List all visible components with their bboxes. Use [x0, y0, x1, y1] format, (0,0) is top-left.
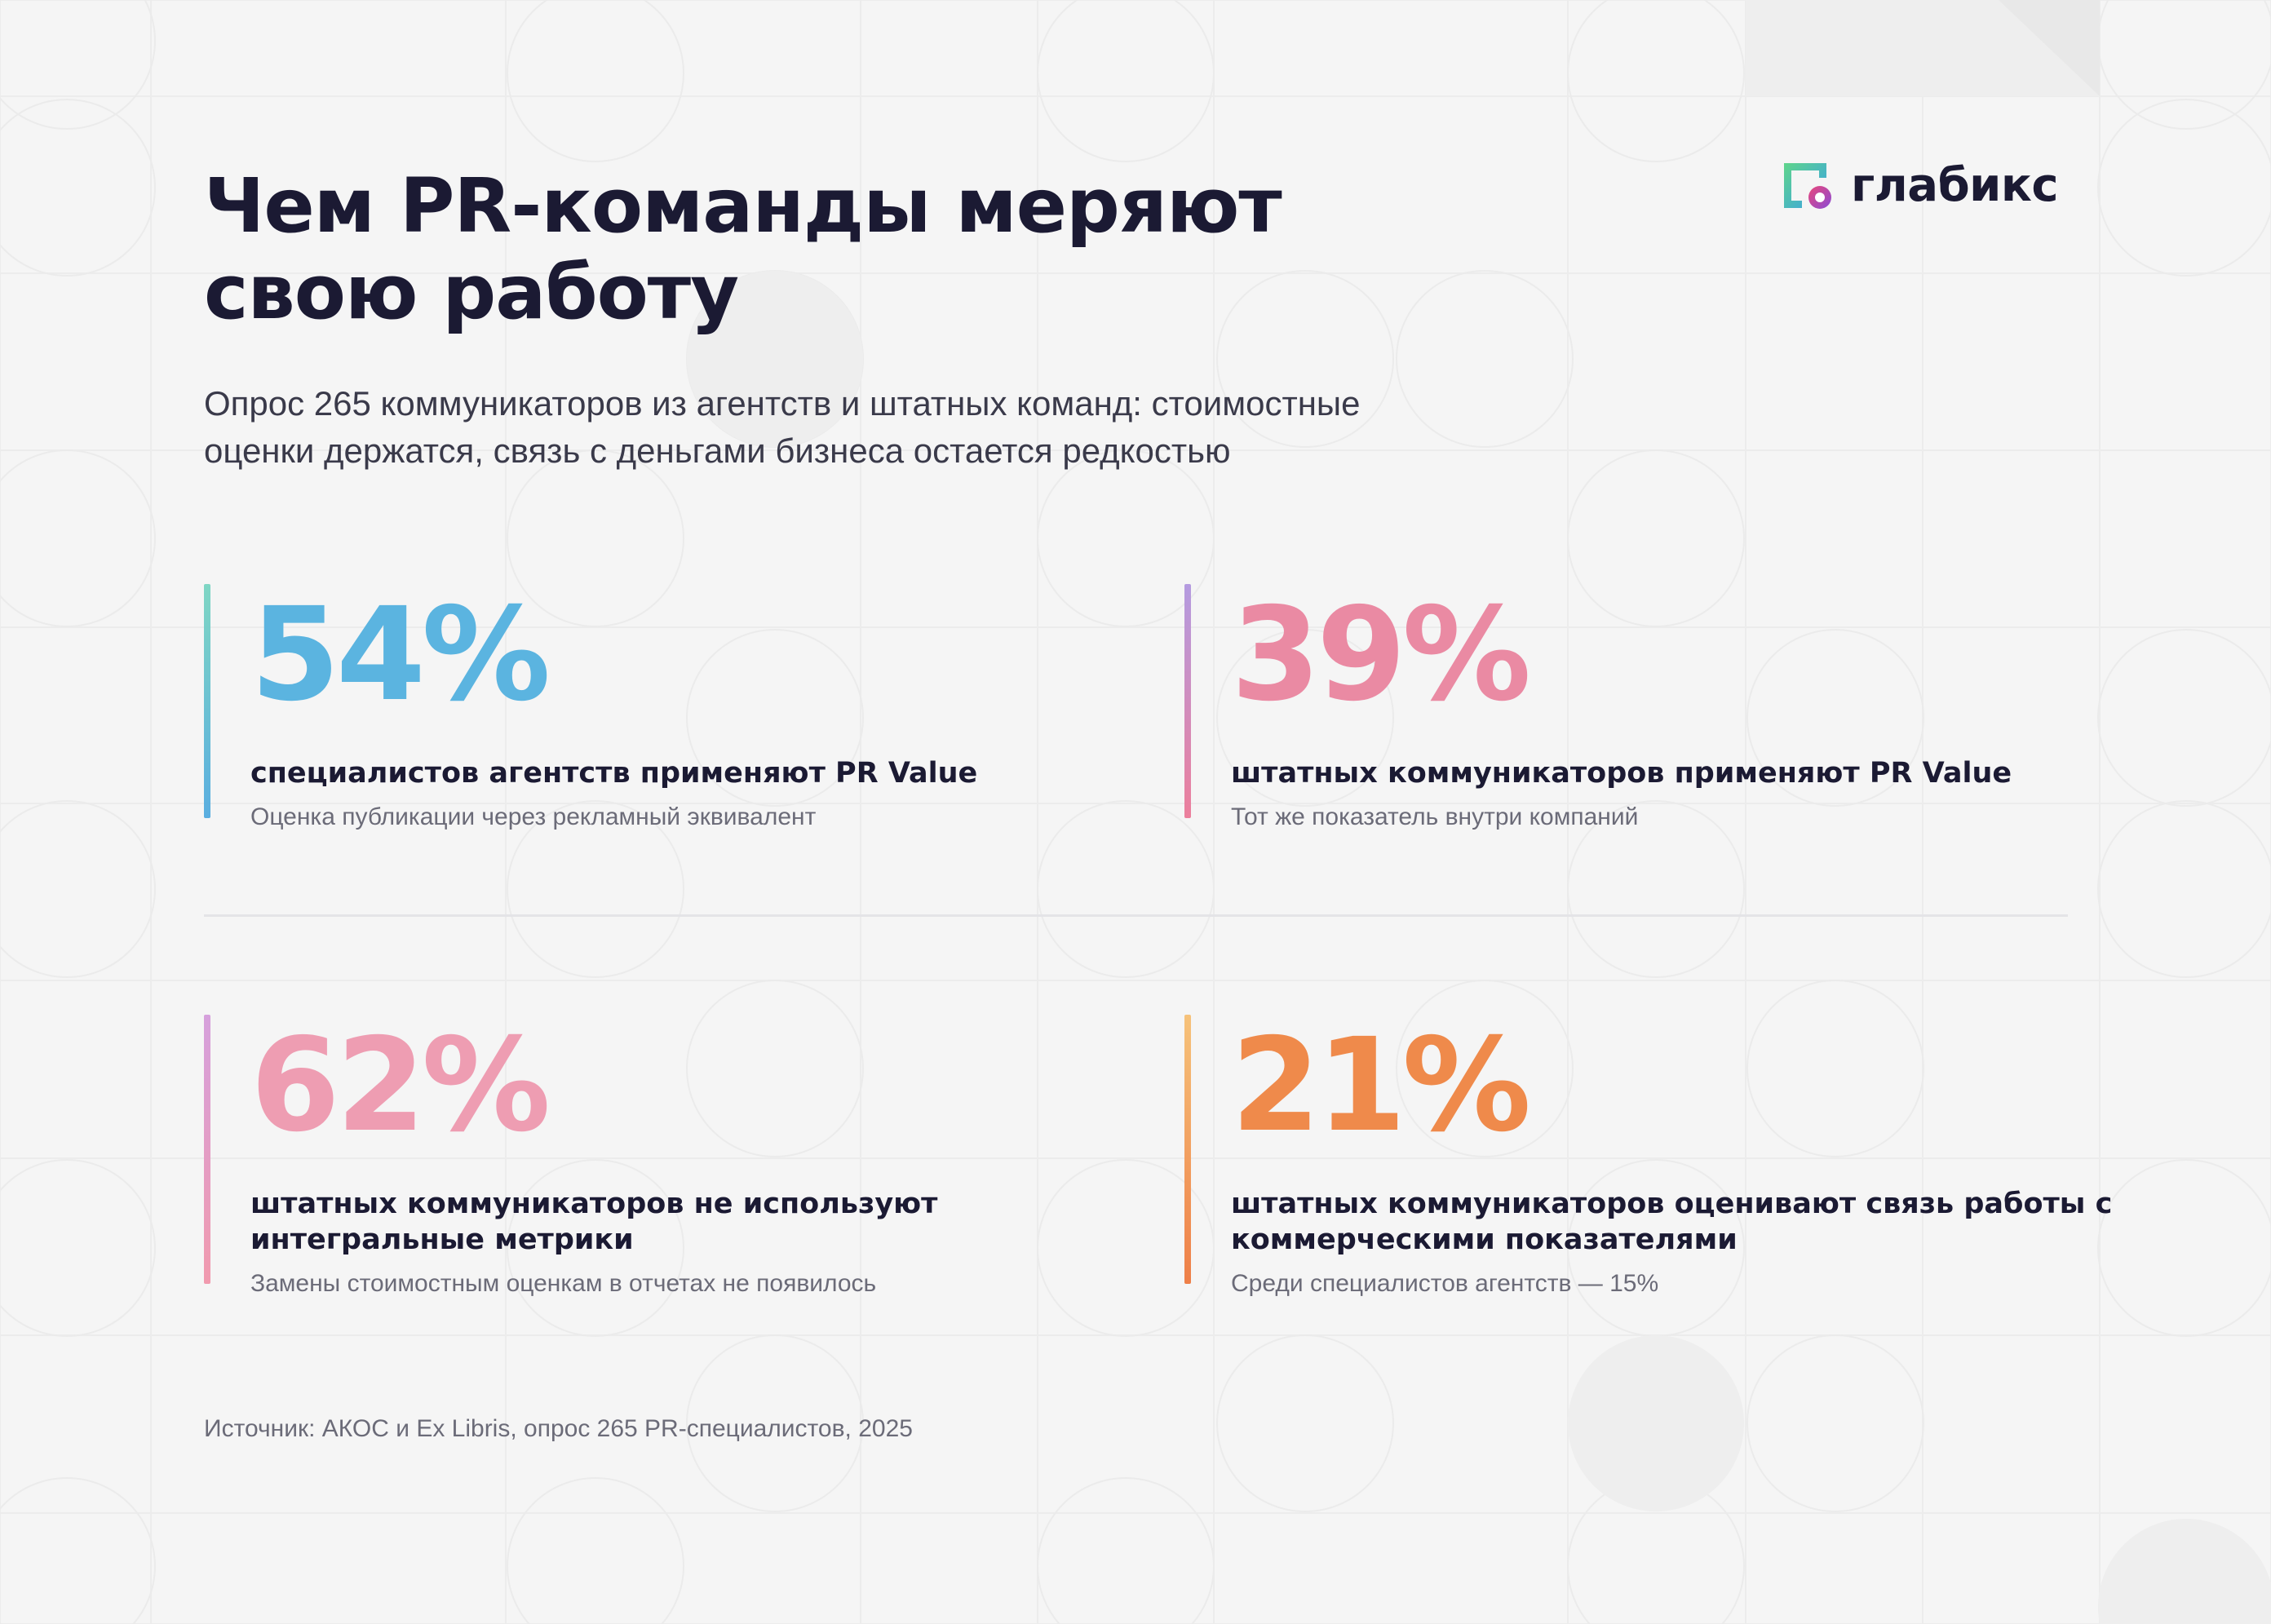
stat-card: 21% штатных коммуникаторов оценивают свя… [1184, 1011, 2147, 1297]
section-divider [204, 914, 2068, 917]
page-subtitle-line: оценки держатся, связь с деньгами бизнес… [204, 431, 1231, 470]
stat-card: 62% штатных коммуникаторов не используют… [204, 1011, 1166, 1297]
stat-card: 39% штатных коммуникаторов применяют PR … [1184, 580, 2147, 830]
page-title: Чем PR-команды меряют свою работу [204, 163, 1509, 336]
source-note: Источник: АКОС и Ex Libris, опрос 265 PR… [204, 1415, 913, 1442]
page-title-line: Чем PR-команды меряют [204, 162, 1282, 250]
page-subtitle: Опрос 265 коммуникаторов из агентств и ш… [204, 380, 1591, 475]
stat-card: 54% специалистов агентств применяют PR V… [204, 580, 1166, 830]
stat-label: штатных коммуникаторов оценивают связь р… [1231, 1188, 2113, 1256]
glabix-logo-icon [1784, 163, 1831, 209]
stat-note: Тот же показатель внутри компаний [1231, 803, 1639, 830]
stat-note: Замены стоимостным оценкам в отчетах не … [250, 1270, 877, 1297]
stat-accent-bar [204, 1015, 210, 1284]
stat-value: 39% [1231, 580, 1531, 730]
page-title-line: свою работу [204, 249, 739, 336]
brand-logo[interactable]: глабикс [1781, 159, 2059, 212]
stat-note: Среди специалистов агентств — 15% [1231, 1270, 1659, 1297]
stat-accent-bar [1184, 584, 1191, 818]
brand-name: глабикс [1851, 159, 2059, 212]
stat-note: Оценка публикации через рекламный эквива… [250, 803, 817, 830]
stat-label: специалистов агентств применяют PR Value [250, 757, 978, 790]
stat-accent-bar [204, 584, 210, 818]
stat-label: штатных коммуникаторов применяют PR Valu… [1231, 757, 2012, 790]
stat-value: 21% [1231, 1011, 1531, 1161]
stat-label: штатных коммуникаторов не используют инт… [250, 1188, 938, 1256]
stat-value: 54% [250, 580, 551, 730]
stat-value: 62% [250, 1011, 551, 1161]
stat-accent-bar [1184, 1015, 1191, 1284]
page-subtitle-line: Опрос 265 коммуникаторов из агентств и ш… [204, 384, 1361, 423]
